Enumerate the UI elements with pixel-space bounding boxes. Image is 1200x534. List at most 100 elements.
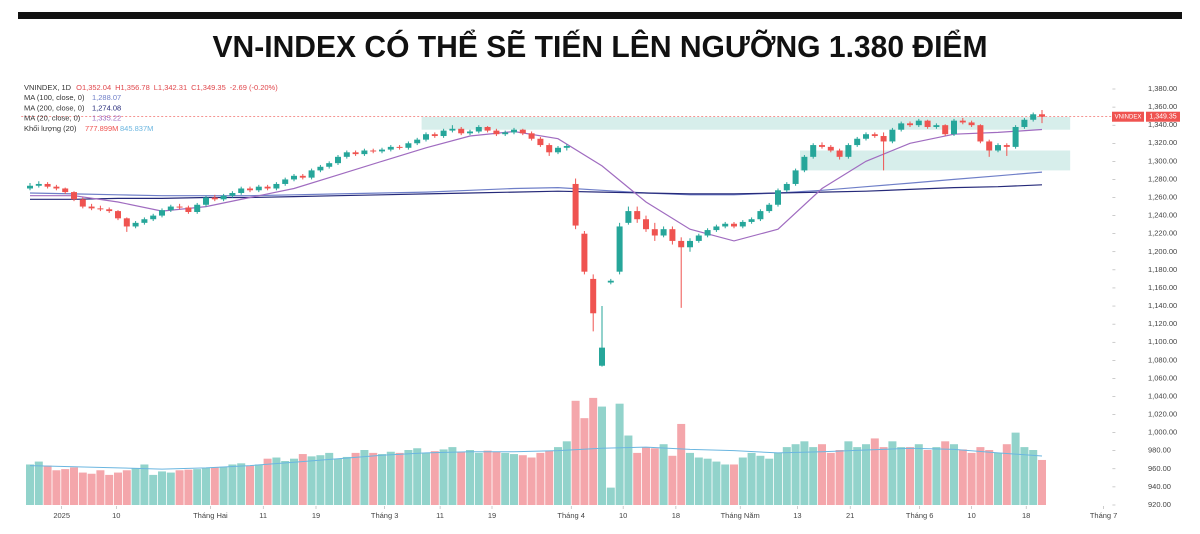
volume-bar [386, 451, 395, 505]
x-tick-label: Tháng 3 [371, 511, 399, 520]
volume-bar [624, 435, 633, 505]
volume-bar [527, 457, 536, 505]
volume-bar [140, 464, 149, 505]
candle-body [396, 146, 403, 148]
volume-bar [888, 441, 897, 505]
volume-bar [721, 464, 730, 505]
volume-bar [122, 470, 131, 505]
candle-body [695, 235, 702, 241]
y-tick-label: 1,020.00 [1148, 410, 1177, 419]
candle-body [933, 125, 940, 127]
volume-bar [615, 403, 624, 505]
volume-bar [413, 448, 422, 505]
candle-body [722, 223, 729, 227]
volume-legend-name: Khối lượng (20) [24, 124, 77, 133]
volume-bar [694, 457, 703, 505]
candle-body [555, 147, 561, 153]
candle-body [1003, 145, 1010, 147]
candle-body [79, 199, 86, 207]
candle-body [634, 211, 641, 220]
candle-body [783, 183, 790, 191]
volume-bar [835, 450, 844, 505]
change-label: -2.69 (-0.20%) [230, 83, 278, 92]
volume-bar [210, 467, 219, 505]
volume-bar [606, 487, 615, 505]
candle-body [669, 229, 676, 241]
volume-bar [439, 449, 448, 505]
volume-bar [43, 465, 52, 505]
y-tick-label: 940.00 [1148, 482, 1171, 491]
x-tick-label: Tháng 4 [557, 511, 585, 520]
candle-body [810, 145, 817, 157]
candle-body [62, 188, 69, 193]
volume-bar [774, 452, 782, 505]
candle-body [405, 143, 412, 148]
volume-bar [378, 454, 386, 505]
chart-title: VN-INDEX CÓ THỂ SẼ TIẾN LÊN NGƯỠNG 1.380… [213, 28, 988, 64]
volume-bar [96, 470, 105, 505]
volume-bar [809, 447, 818, 505]
candle-body [968, 122, 975, 126]
candle-body [581, 233, 588, 272]
volume-bar [932, 447, 941, 505]
candle-body [159, 210, 165, 216]
volume-bar [1020, 447, 1029, 505]
candle-body [599, 347, 605, 366]
candle-body [106, 209, 113, 212]
legend-name: MA (200, close, 0) [24, 103, 85, 112]
y-tick-label: 960.00 [1148, 464, 1171, 473]
candle-body [1030, 114, 1037, 120]
candle-body [863, 134, 869, 139]
volume-bar [923, 450, 932, 505]
volume-bar [1002, 444, 1011, 505]
high-label: H1,356.78 [115, 83, 150, 92]
volume-bar [1038, 459, 1046, 505]
volume-bar [448, 447, 457, 505]
x-tick-label: Tháng 7 [1090, 511, 1118, 520]
volume-bar [800, 441, 809, 505]
volume-bar [298, 454, 307, 505]
volume-bar [518, 455, 527, 505]
x-tick-label: Tháng Hai [193, 511, 228, 520]
price-tag-value: 1,349.35 [1149, 114, 1176, 121]
volume-bar [175, 470, 184, 505]
candle-body [308, 170, 315, 178]
y-tick-label: 1,140.00 [1148, 301, 1177, 310]
candle-body [299, 175, 306, 178]
candle-body [387, 146, 394, 150]
volume-bar [950, 444, 958, 505]
volume-bar [941, 441, 950, 505]
candle-body [607, 280, 614, 283]
candle-body [563, 145, 570, 148]
candle-body [431, 134, 438, 137]
volume-bar [536, 452, 545, 505]
volume-bar [281, 461, 290, 505]
candle-body [449, 128, 456, 131]
volume-bar [26, 464, 34, 505]
volume-bar [166, 472, 175, 505]
candle-body [440, 130, 447, 137]
candle-body [255, 186, 262, 191]
candle-body [27, 185, 33, 189]
volume-bar [316, 455, 325, 505]
candle-body [757, 211, 764, 220]
candle-body [291, 175, 297, 180]
candle-body [264, 186, 271, 189]
candle-body [379, 149, 385, 152]
candle-body [836, 150, 843, 157]
candle-body [194, 204, 201, 212]
candle-body [502, 132, 509, 135]
candle-body [71, 192, 77, 200]
volume-bar [360, 450, 369, 505]
open-label: O1,352.04 [76, 83, 111, 92]
candle-body [211, 197, 218, 200]
volume-bar [52, 470, 61, 505]
candle-body [713, 226, 720, 231]
candle-body [273, 183, 280, 189]
candle-body [511, 129, 517, 133]
volume-bar [906, 447, 914, 505]
volume-bar [730, 464, 738, 505]
candle-body [1012, 126, 1019, 147]
volume-bar [985, 450, 994, 505]
volume-bar [351, 452, 360, 505]
